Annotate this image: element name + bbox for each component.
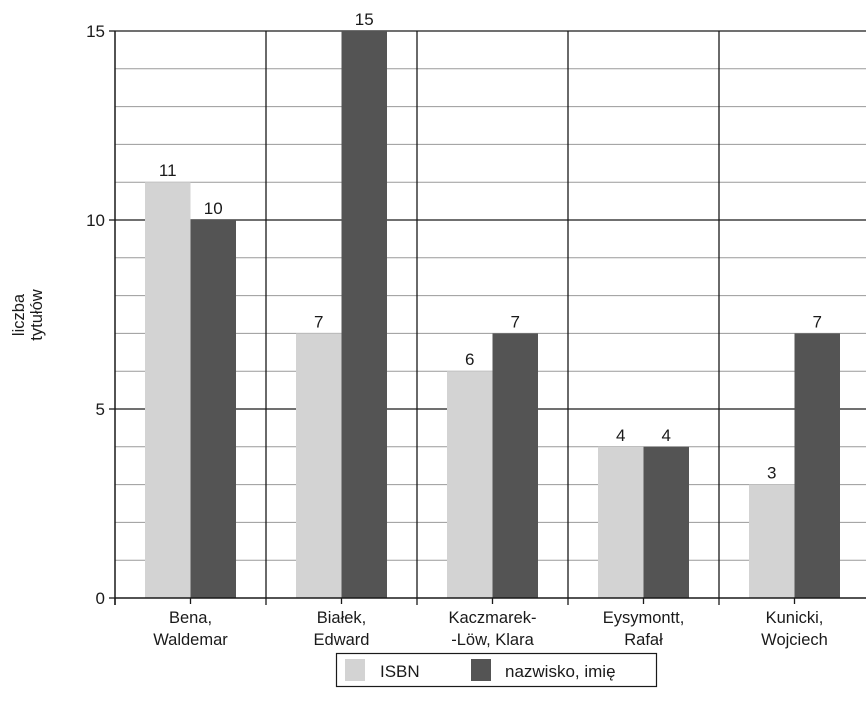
data-label: 15 — [355, 10, 374, 29]
x-tick-label: Eysymontt, — [603, 609, 685, 627]
x-tick-label: Waldemar — [153, 631, 228, 649]
x-tick-label: Kaczmarek- — [448, 609, 536, 627]
data-label: 7 — [511, 312, 520, 331]
y-tick-label: 0 — [96, 589, 105, 608]
legend-swatch — [345, 659, 365, 681]
y-tick-label: 10 — [86, 211, 105, 230]
x-tick-label: Edward — [314, 631, 370, 649]
y-tick-label: 5 — [96, 400, 105, 419]
bar-isbn-3 — [598, 446, 644, 598]
bar-nazwisko-2 — [492, 333, 538, 598]
x-tick-label: Rafał — [624, 631, 663, 649]
bar-isbn-2 — [447, 371, 493, 598]
x-tick-label: Kunicki, — [766, 609, 824, 627]
data-label: 6 — [465, 350, 474, 369]
legend-label: ISBN — [380, 662, 420, 681]
bar-isbn-0 — [145, 182, 191, 598]
data-label: 4 — [662, 426, 671, 445]
bar-nazwisko-1 — [341, 31, 387, 598]
data-label: 7 — [813, 312, 822, 331]
bar-nazwisko-4 — [794, 333, 840, 598]
x-tick-label: -Löw, Klara — [451, 631, 534, 649]
legend-box — [335, 652, 658, 688]
legend-swatch — [471, 659, 491, 681]
x-tick-label: Białek, — [317, 609, 367, 627]
x-tick-label: Bena, — [169, 609, 212, 627]
x-tick-label: Wojciech — [761, 631, 828, 649]
bar-isbn-1 — [296, 333, 342, 598]
y-axis-label: liczba — [10, 293, 28, 336]
y-tick-label: 15 — [86, 22, 105, 41]
data-label: 7 — [314, 312, 323, 331]
bar-isbn-4 — [749, 484, 795, 598]
y-axis-label: tytułów — [28, 289, 46, 340]
data-label: 11 — [159, 161, 177, 180]
legend-label: nazwisko, imię — [505, 662, 616, 681]
bar-nazwisko-0 — [190, 220, 236, 598]
data-label: 4 — [616, 426, 625, 445]
data-label: 3 — [767, 464, 776, 483]
data-label: 10 — [204, 199, 223, 218]
bar-nazwisko-3 — [643, 446, 689, 598]
